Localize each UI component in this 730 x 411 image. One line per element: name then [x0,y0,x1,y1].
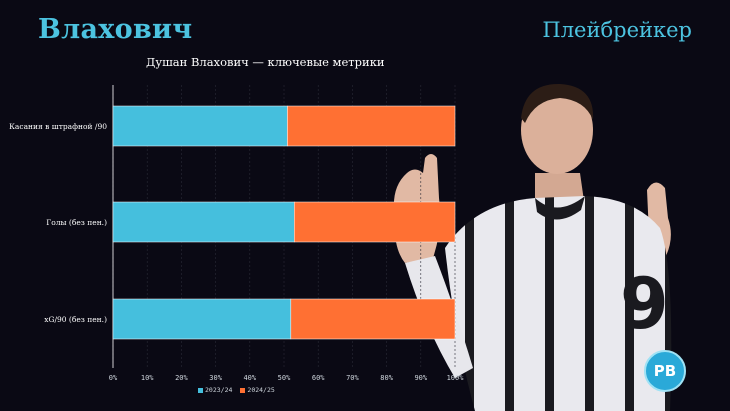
chart-legend: 2023/24 2024/25 [198,386,275,394]
x-tick-label: 50% [278,374,291,382]
y-tick-label: Голы (без пен.) [46,218,107,227]
svg-text:9: 9 [620,263,669,345]
page-title: Влахович [38,14,193,45]
bar-segment [294,201,456,243]
x-tick-label: 0% [109,374,118,382]
bar-segment [112,201,295,243]
legend-swatch-2024 [240,387,246,393]
bar-segment [112,298,292,340]
legend-swatch-2023 [198,387,203,393]
bar-segment [112,105,288,147]
y-tick-label: xG/90 (без пен.) [44,315,107,324]
x-tick-label: 60% [312,374,325,382]
x-tick-label: 80% [380,374,393,382]
legend-label-2023: 2023/24 [205,386,233,394]
x-tick-label: 20% [175,374,188,382]
x-tick-label: 70% [346,374,359,382]
brand-name: Плейбрейкер [542,18,692,42]
legend-label-2024: 2024/25 [247,386,275,394]
y-tick-label: Касания в штрафной /90 [9,122,107,131]
bar-segment [290,298,456,340]
x-tick-label: 40% [243,374,256,382]
x-tick-label: 100% [447,374,465,382]
x-tick-label: 10% [141,374,154,382]
player-photo: 9 [385,78,730,411]
x-tick-label: 90% [414,374,427,382]
bar-segment [287,105,456,147]
chart-title: Душан Влахович — ключевые метрики [146,55,385,69]
legend-item-2024: 2024/25 [240,386,275,394]
legend-item-2023: 2023/24 [198,386,232,394]
brand-logo: PB [644,350,686,392]
x-tick-label: 30% [209,374,222,382]
